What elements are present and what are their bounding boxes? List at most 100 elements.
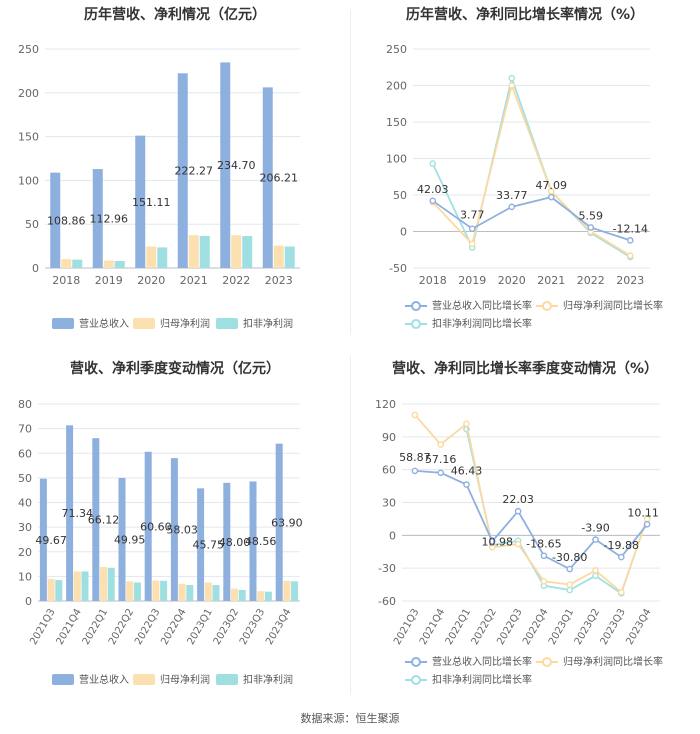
bar-net-profit: [231, 235, 242, 268]
bar-net-profit: [283, 580, 291, 601]
series-point-revenue-growth: [617, 553, 625, 561]
legend-item-deducted-profit[interactable]: 扣非净利润: [216, 671, 293, 686]
x-tick-label: 2018: [419, 274, 447, 287]
x-tick-label: 2022Q3: [133, 607, 162, 647]
data-source: 数据来源：恒生聚源: [300, 712, 400, 725]
legend-item-revenue[interactable]: 营业总收入: [52, 671, 129, 686]
series-line-net-growth: [414, 414, 648, 594]
legend-item-revenue-growth[interactable]: 营业总收入同比增长率: [405, 653, 532, 668]
bar-deducted-profit: [212, 584, 220, 601]
legend-item-net-growth[interactable]: 归母净利润同比增长率: [536, 653, 663, 668]
data-label: -18.65: [526, 538, 561, 551]
y-tick-label: 70: [18, 423, 32, 436]
bar-deducted-profit: [72, 259, 83, 268]
legend-item-net-growth[interactable]: 归母净利润同比增长率: [536, 297, 663, 312]
bar-revenue: [275, 443, 283, 601]
x-tick-label: 2023Q3: [238, 607, 267, 647]
y-tick-label: 40: [18, 497, 32, 510]
legend-label: 营业总收入: [79, 675, 129, 686]
series-point-revenue-growth: [463, 481, 470, 488]
legend-label: 营业总收入同比增长率: [432, 657, 532, 668]
series-point-revenue-growth: [437, 469, 444, 477]
y-tick-label: 60: [18, 447, 32, 460]
legend-item-net-profit[interactable]: 归母净利润: [133, 315, 210, 330]
data-label: 46.43: [451, 465, 483, 478]
data-label: 206.21: [260, 172, 299, 185]
legend-item-deducted-profit[interactable]: 扣非净利润: [216, 315, 293, 330]
data-label: 234.70: [217, 159, 256, 172]
data-label: 49.95: [114, 533, 146, 546]
quarterly-revenue-chart-panel: 营收、净利季度变动情况（亿元） 0 10 20 30 40 50 60 70 80 2021Q3 2…: [0, 345, 350, 705]
x-tick-label: 2023: [265, 274, 293, 287]
bar-deducted-profit: [199, 236, 210, 268]
x-tick-label: 2019: [95, 274, 123, 287]
annual-growth-chart: -50 0 50 100 150 200 250 2018 2019 2020 2021 2022 20…: [386, 43, 650, 287]
y-tick-label: 250: [18, 43, 39, 56]
legend-item-deducted-growth[interactable]: 扣非净利润同比增长率: [405, 671, 532, 686]
y-tick-label: 50: [18, 472, 32, 485]
legend-item-revenue-growth[interactable]: 营业总收入同比增长率: [405, 297, 532, 312]
x-tick-label: 2021Q4: [55, 607, 84, 647]
x-tick-label: 2023Q2: [212, 607, 241, 647]
y-tick-label: 30: [18, 521, 32, 534]
data-label: 47.09: [536, 179, 568, 192]
legend-item-revenue[interactable]: 营业总收入: [52, 315, 129, 330]
series-point-deducted-growth: [592, 572, 599, 580]
series-point-net-growth: [540, 577, 548, 585]
data-label: 10.98: [482, 535, 514, 548]
bar-net-profit: [273, 245, 284, 268]
legend-label: 营业总收入同比增长率: [432, 301, 532, 312]
panel-divider: [350, 10, 351, 335]
data-label: -12.14: [613, 222, 648, 235]
series-point-net-growth: [463, 420, 470, 427]
series-point-net-growth: [468, 240, 476, 248]
data-label: 22.03: [502, 493, 533, 506]
x-tick-label: 2020: [498, 274, 526, 287]
legend-item-net-profit[interactable]: 归母净利润: [133, 671, 210, 686]
legend-swatch: [405, 674, 427, 685]
series-point-net-growth: [617, 588, 625, 596]
bar-deducted-profit: [264, 591, 272, 601]
series-point-deducted-growth: [508, 74, 516, 82]
data-label: 33.77: [496, 189, 528, 202]
series-point-revenue-growth: [411, 467, 419, 475]
data-label: 66.12: [88, 514, 120, 527]
bar-deducted-profit: [107, 567, 115, 601]
series-point-revenue-growth: [587, 224, 595, 231]
x-tick-label: 2022: [577, 274, 605, 287]
chart-title: 营收、净利季度变动情况（亿元）: [70, 361, 280, 377]
bar-revenue: [92, 438, 100, 601]
legend-label: 归母净利润同比增长率: [563, 657, 663, 668]
bar-revenue: [118, 477, 126, 601]
y-tick-label: 200: [386, 80, 407, 93]
data-label: -30.80: [552, 551, 587, 564]
series-line-deducted-growth: [431, 74, 631, 258]
chart-title: 营收、净利同比增长率季度变动情况（%）: [391, 361, 659, 377]
bar-net-profit: [257, 591, 265, 601]
legend-swatch: [405, 656, 427, 667]
data-label: 58.87: [399, 451, 431, 464]
bar-net-profit: [73, 571, 81, 601]
series-point-revenue-growth: [429, 197, 437, 205]
x-tick-label: 2022: [222, 274, 250, 287]
legend-item-deducted-growth[interactable]: 扣非净利润同比增长率: [405, 315, 532, 330]
x-tick-label: 2023Q4: [624, 607, 653, 647]
y-tick-label: 60: [382, 464, 396, 477]
bar-net-profit: [100, 567, 107, 601]
bar-net-profit: [126, 581, 134, 601]
y-tick-label: 20: [18, 546, 32, 559]
legend-label: 扣非净利润: [243, 675, 293, 686]
bar-deducted-profit: [81, 571, 89, 601]
bar-revenue: [177, 73, 188, 269]
x-tick-label: 2023Q4: [264, 607, 293, 647]
series-point-net-growth: [626, 252, 634, 259]
legend-label: 扣非净利润: [243, 319, 293, 330]
x-tick-label: 2018: [52, 274, 80, 287]
bar-net-profit: [178, 583, 186, 601]
bar-deducted-profit: [160, 580, 168, 601]
data-label: 48.56: [245, 535, 277, 548]
legend-swatch: [536, 656, 558, 667]
x-tick-label: 2022Q4: [159, 607, 188, 647]
quarterly-growth-chart-panel: 营收、净利同比增长率季度变动情况（%） -60 -30 0 30 60 90 120 2021…: [350, 345, 700, 705]
x-tick-label: 2020: [137, 274, 165, 287]
